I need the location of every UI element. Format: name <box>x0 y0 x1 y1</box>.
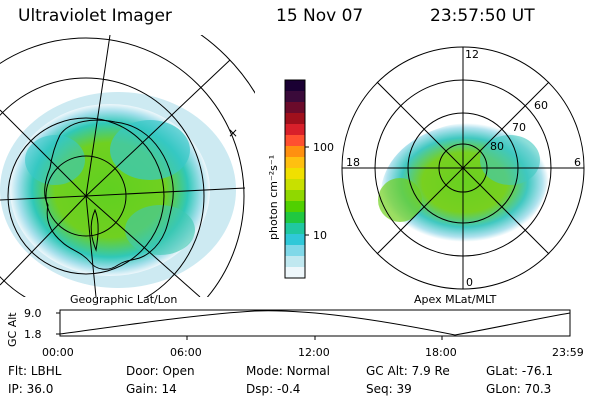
alt-xtick-0600: 06:00 <box>170 346 202 359</box>
colorbar-segment <box>285 201 305 213</box>
lat-label-80: 80 <box>490 140 504 153</box>
antarctica-coastline <box>44 119 174 270</box>
colorbar-segment <box>285 267 305 279</box>
colorbar-segment <box>285 256 305 268</box>
colorbar-segment <box>285 223 305 235</box>
colorbar-segment <box>285 80 305 92</box>
mlt-label-12: 12 <box>465 48 479 61</box>
colorbar-segment <box>285 91 305 103</box>
lat-label-70: 70 <box>512 121 526 134</box>
colorbar-segment <box>285 168 305 180</box>
status-glon: GLon: 70.3 <box>486 382 552 396</box>
mlt-label-6: 6 <box>574 156 581 169</box>
mlt-label-0: 0 <box>466 276 473 289</box>
colorbar-segment <box>285 124 305 136</box>
lat-label-60: 60 <box>534 99 548 112</box>
date-label: 15 Nov 07 <box>276 6 364 26</box>
alt-ytick-9: 9.0 <box>24 307 42 320</box>
status-door: Door: Open <box>126 364 195 378</box>
colorbar-segment <box>285 157 305 169</box>
altitude-curve <box>59 310 571 336</box>
apex-map: 12 18 6 0 60 70 80 <box>341 46 585 290</box>
status-glat: GLat: -76.1 <box>486 364 553 378</box>
status-mode: Mode: Normal <box>246 364 330 378</box>
alt-xtick-1800: 18:00 <box>425 346 457 359</box>
geographic-map: × <box>0 35 255 297</box>
colorbar-segment <box>285 234 305 246</box>
status-gain: Gain: 14 <box>126 382 177 396</box>
status-seq: Seq: 39 <box>366 382 412 396</box>
status-flt: Flt: LBHL <box>8 364 62 378</box>
instrument-title: Ultraviolet Imager <box>18 6 172 26</box>
svg-text:×: × <box>228 126 238 140</box>
colorbar-segment <box>285 135 305 147</box>
altitude-plot: 9.0 1.8 GC Alt 00:00 06:00 12:00 18:00 2… <box>6 307 584 359</box>
time-label: 23:57:50 UT <box>430 6 535 26</box>
alt-xtick-2359: 23:59 <box>552 346 584 359</box>
colorbar-segment <box>285 113 305 125</box>
colorbar-segment <box>285 212 305 224</box>
colorbar-segment <box>285 102 305 114</box>
colorbar-segment <box>285 190 305 202</box>
status-ip: IP: 36.0 <box>8 382 54 396</box>
colorbar-tick-100: 100 <box>313 141 334 154</box>
alt-xtick-0000: 00:00 <box>42 346 74 359</box>
status-dsp: Dsp: -0.4 <box>246 382 301 396</box>
alt-ylabel: GC Alt <box>6 312 19 347</box>
alt-ytick-1-8: 1.8 <box>24 328 42 341</box>
left-map-caption: Geographic Lat/Lon <box>70 293 177 306</box>
colorbar-tick-10: 10 <box>313 229 327 242</box>
colorbar-segment <box>285 179 305 191</box>
status-gc-alt: GC Alt: 7.9 Re <box>366 364 450 378</box>
colorbar-title: photon cm⁻²s⁻¹ <box>267 155 280 240</box>
mlt-label-18: 18 <box>346 156 360 169</box>
colorbar-segment <box>285 146 305 158</box>
colorbar <box>285 80 305 279</box>
colorbar-segment <box>285 245 305 257</box>
alt-xtick-1200: 12:00 <box>298 346 330 359</box>
right-map-caption: Apex MLat/MLT <box>414 293 497 306</box>
